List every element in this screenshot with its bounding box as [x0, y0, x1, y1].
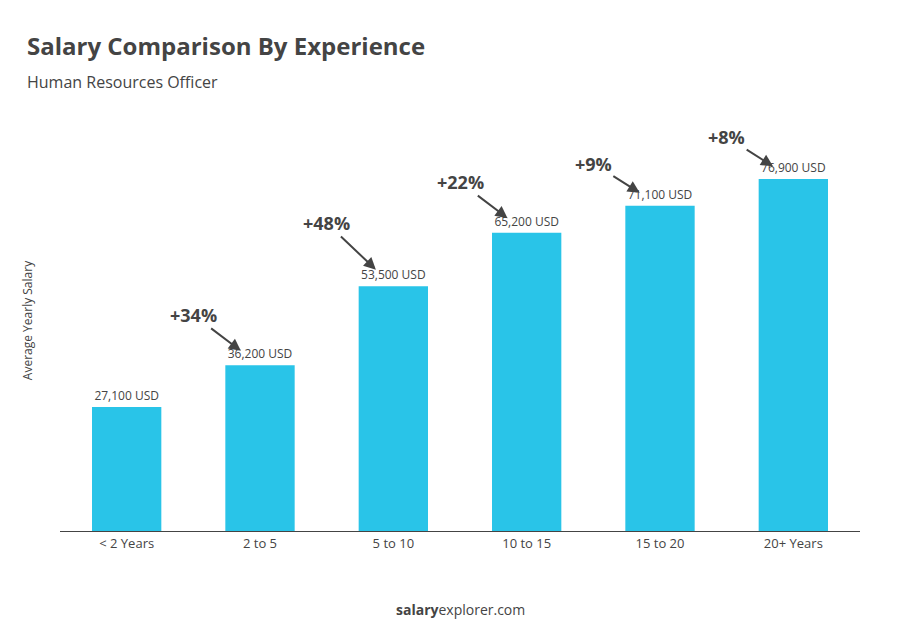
svg-text:+8%: +8%	[708, 125, 745, 149]
svg-text:< 2 Years: < 2 Years	[99, 534, 154, 552]
svg-text:65,200 USD: 65,200 USD	[494, 213, 559, 230]
svg-text:+22%: +22%	[437, 170, 484, 194]
svg-text:Average Yearly Salary: Average Yearly Salary	[19, 260, 36, 380]
svg-text:53,500 USD: 53,500 USD	[361, 266, 426, 283]
svg-text:20+ Years: 20+ Years	[764, 534, 823, 552]
svg-text:+9%: +9%	[575, 152, 612, 176]
svg-text:36,200 USD: 36,200 USD	[228, 345, 293, 362]
svg-text:+48%: +48%	[303, 211, 350, 235]
svg-text:Salary Comparison By Experienc: Salary Comparison By Experience	[27, 29, 425, 62]
svg-text:+34%: +34%	[170, 303, 217, 327]
svg-text:15 to 20: 15 to 20	[636, 534, 685, 552]
svg-text:2 to 5: 2 to 5	[243, 534, 277, 552]
svg-text:27,100 USD: 27,100 USD	[94, 387, 159, 404]
svg-text:Human Resources Officer: Human Resources Officer	[27, 71, 218, 93]
svg-text:5 to 10: 5 to 10	[373, 534, 415, 552]
svg-text:76,900 USD: 76,900 USD	[761, 159, 826, 176]
svg-text:10 to 15: 10 to 15	[502, 534, 551, 552]
svg-text:salaryexplorer.com: salaryexplorer.com	[396, 600, 525, 619]
svg-text:71,100 USD: 71,100 USD	[628, 186, 693, 203]
